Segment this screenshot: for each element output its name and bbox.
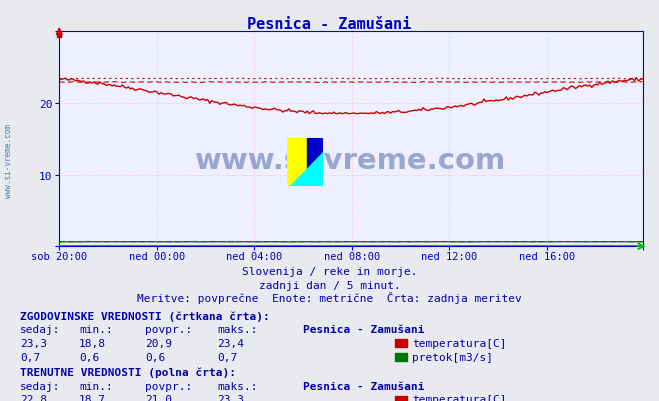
Text: 23,3: 23,3 <box>217 395 244 401</box>
Text: sedaj:: sedaj: <box>20 381 60 391</box>
Text: sob 20:00: sob 20:00 <box>31 252 88 262</box>
Text: ned 04:00: ned 04:00 <box>226 252 283 262</box>
Text: temperatura[C]: temperatura[C] <box>412 395 506 401</box>
Text: 22,8: 22,8 <box>20 395 47 401</box>
Text: povpr.:: povpr.: <box>145 324 192 334</box>
Text: Pesnica - Zamušani: Pesnica - Zamušani <box>303 381 424 391</box>
Text: www.si-vreme.com: www.si-vreme.com <box>4 124 13 197</box>
Text: sedaj:: sedaj: <box>20 324 60 334</box>
Text: povpr.:: povpr.: <box>145 381 192 391</box>
Bar <box>306 138 323 186</box>
Text: 21,0: 21,0 <box>145 395 172 401</box>
Text: ned 12:00: ned 12:00 <box>421 252 478 262</box>
Text: min.:: min.: <box>79 381 113 391</box>
Text: min.:: min.: <box>79 324 113 334</box>
Text: ned 00:00: ned 00:00 <box>129 252 185 262</box>
Text: 0,7: 0,7 <box>20 352 40 362</box>
Text: 18,7: 18,7 <box>79 395 106 401</box>
Text: 23,3: 23,3 <box>20 338 47 348</box>
Text: 23,4: 23,4 <box>217 338 244 348</box>
Text: 0,6: 0,6 <box>145 352 165 362</box>
Text: TRENUTNE VREDNOSTI (polna črta):: TRENUTNE VREDNOSTI (polna črta): <box>20 367 236 377</box>
Text: 20,9: 20,9 <box>145 338 172 348</box>
Text: 18,8: 18,8 <box>79 338 106 348</box>
Text: ned 16:00: ned 16:00 <box>519 252 575 262</box>
Text: Pesnica - Zamušani: Pesnica - Zamušani <box>303 324 424 334</box>
Text: Meritve: povprečne  Enote: metrične  Črta: zadnja meritev: Meritve: povprečne Enote: metrične Črta:… <box>137 291 522 303</box>
Text: maks.:: maks.: <box>217 381 258 391</box>
Text: ned 08:00: ned 08:00 <box>324 252 380 262</box>
Text: pretok[m3/s]: pretok[m3/s] <box>412 352 493 362</box>
Text: temperatura[C]: temperatura[C] <box>412 338 506 348</box>
Text: maks.:: maks.: <box>217 324 258 334</box>
Text: zadnji dan / 5 minut.: zadnji dan / 5 minut. <box>258 280 401 290</box>
Text: Slovenija / reke in morje.: Slovenija / reke in morje. <box>242 267 417 277</box>
Text: 0,7: 0,7 <box>217 352 238 362</box>
Polygon shape <box>291 153 323 186</box>
Text: www.si-vreme.com: www.si-vreme.com <box>195 147 507 175</box>
Text: Pesnica - Zamušani: Pesnica - Zamušani <box>247 17 412 32</box>
Text: 0,6: 0,6 <box>79 352 100 362</box>
Text: ZGODOVINSKE VREDNOSTI (črtkana črta):: ZGODOVINSKE VREDNOSTI (črtkana črta): <box>20 310 270 321</box>
Bar <box>287 138 306 186</box>
